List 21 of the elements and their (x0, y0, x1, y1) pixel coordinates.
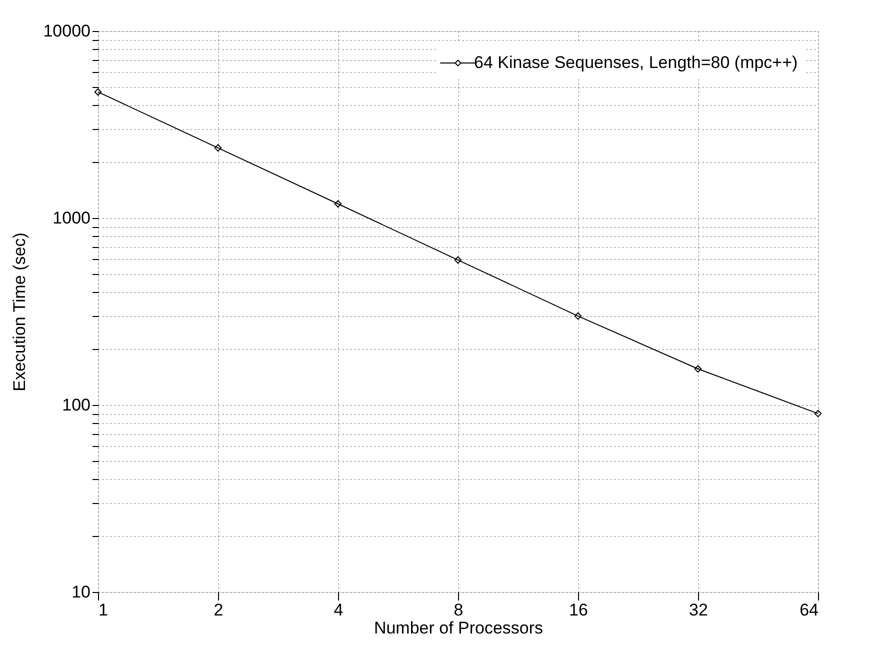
x-tick-label: 64 (800, 600, 818, 620)
x-tick-label: 32 (689, 600, 708, 620)
x-tick-label: 4 (334, 600, 344, 620)
legend-label: 64 Kinase Sequenses, Length=80 (mpc++) (474, 53, 798, 72)
point (454, 256, 462, 264)
point (814, 410, 822, 418)
x-tick-label: 8 (454, 600, 464, 620)
point (694, 365, 702, 373)
y-tick-label: 10 (72, 582, 90, 602)
point (334, 200, 342, 208)
y-tick-label: 10000 (43, 22, 90, 40)
point (214, 144, 222, 152)
y-axis-title: Execution Time (sec) (10, 232, 30, 392)
x-tick-label: 2 (214, 600, 224, 620)
point (574, 312, 582, 320)
point (94, 88, 102, 96)
x-tick-label: 1 (98, 600, 108, 620)
y-tick-label: 1000 (52, 208, 90, 228)
x-axis-title: Number of Processors (374, 618, 544, 638)
y-tick-label: 100 (62, 396, 90, 414)
x-tick-label: 16 (569, 600, 588, 620)
